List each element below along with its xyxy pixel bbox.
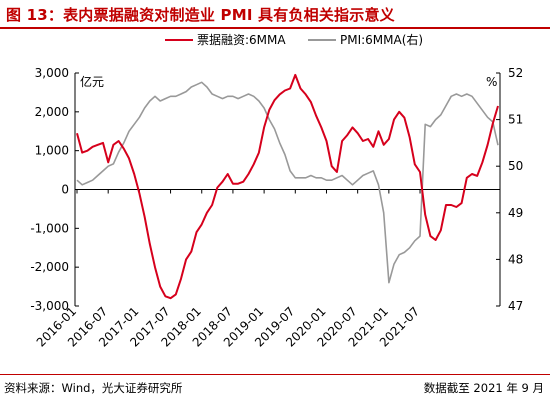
data-date-note: 数据截至 2021 年 9 月 (423, 381, 544, 395)
pmi-series-line (76, 81, 499, 284)
left-tick-label: 0 (61, 183, 69, 197)
left-tick-label: -3,000 (30, 299, 69, 313)
legend-label-bill-financing: 票据融资:6MMA (197, 33, 286, 47)
right-tick-label: 49 (508, 206, 523, 220)
source-note: 资料来源：Wind，光大证券研究所 (4, 381, 183, 395)
title-underline (0, 27, 550, 29)
right-tick-label: 52 (508, 66, 523, 80)
left-tick-label: 3,000 (35, 66, 69, 80)
right-tick-label: 51 (508, 113, 523, 127)
right-tick-label: 47 (508, 299, 523, 313)
left-tick-label: -1,000 (30, 221, 69, 235)
left-tick-label: 1,000 (35, 144, 69, 158)
legend-label-pmi: PMI:6MMA(右) (340, 32, 423, 47)
left-axis-unit: 亿元 (80, 74, 104, 89)
right-axis-unit: % (486, 75, 497, 89)
footer-divider (0, 374, 550, 375)
figure-title: 图 13：表内票据融资对制造业 PMI 具有负相关指示意义 (6, 6, 395, 24)
pmi-bill-financing-chart: 3,000 2,000 1,000 0 -1,000 -2,000 -3,000 52 51 50… (30, 32, 523, 350)
right-tick-label: 48 (508, 252, 523, 266)
left-tick-label: 2,000 (35, 105, 69, 119)
bill-financing-series-line (76, 73, 499, 300)
left-tick-label: -2,000 (30, 260, 69, 274)
right-tick-label: 50 (508, 159, 523, 173)
